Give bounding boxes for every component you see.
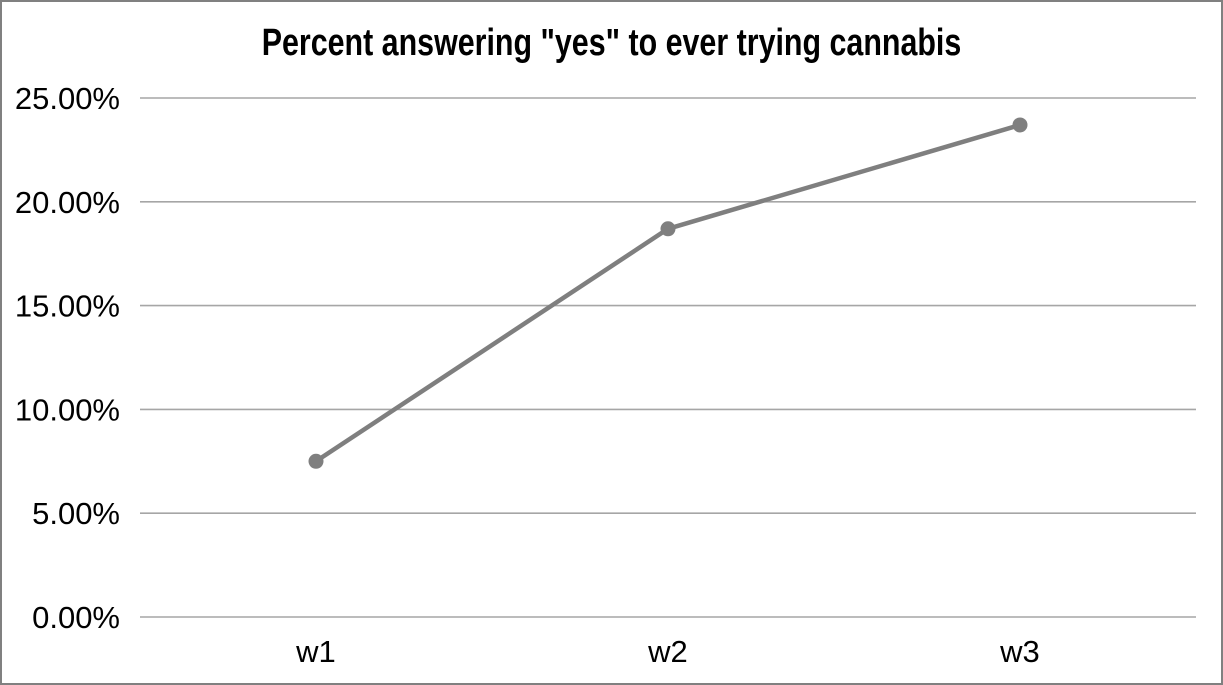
data-point-marker <box>660 221 676 237</box>
x-axis-category-label: w2 <box>647 634 688 669</box>
y-axis-tick-label: 5.00% <box>32 496 120 531</box>
y-axis-tick-label: 15.00% <box>15 289 120 324</box>
y-axis-tick-label: 25.00% <box>15 81 120 116</box>
y-axis-tick-label: 20.00% <box>15 185 120 220</box>
data-point-marker <box>1012 117 1028 133</box>
data-point-marker <box>308 453 324 469</box>
chart-title: Percent answering "yes" to ever trying c… <box>261 22 962 64</box>
x-axis-category-label: w1 <box>295 634 336 669</box>
data-series-line <box>313 122 1023 464</box>
x-axis-category-label: w3 <box>999 634 1040 669</box>
y-axis-tick-label: 0.00% <box>32 600 120 635</box>
y-axis-tick-label: 10.00% <box>15 392 120 427</box>
